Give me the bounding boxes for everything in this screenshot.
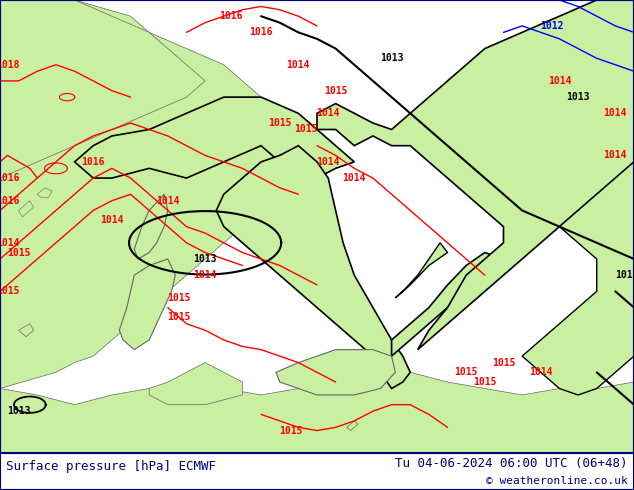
Text: 1016: 1016 [0,196,19,206]
Text: 1015: 1015 [0,286,19,296]
Polygon shape [18,324,34,337]
Text: 1015: 1015 [167,293,191,303]
Text: 1015: 1015 [473,377,496,387]
Text: 1016: 1016 [249,27,273,37]
Polygon shape [134,194,168,259]
Text: Tu 04-06-2024 06:00 UTC (06+48): Tu 04-06-2024 06:00 UTC (06+48) [395,457,628,470]
Text: 1015: 1015 [324,86,347,96]
Text: 1014: 1014 [316,157,340,167]
Text: 1016: 1016 [82,157,105,167]
Text: 1014: 1014 [529,368,552,377]
Polygon shape [317,0,634,350]
Text: 1014: 1014 [156,196,179,206]
Text: 1015: 1015 [294,124,318,134]
Text: 1014: 1014 [316,108,340,118]
Text: 1016: 1016 [219,11,243,21]
Text: 1014: 1014 [548,76,571,86]
Polygon shape [522,162,634,395]
Polygon shape [75,97,354,194]
Text: 1014: 1014 [100,215,124,225]
Text: 1015: 1015 [492,358,515,368]
Polygon shape [37,188,52,197]
Text: 1013: 1013 [615,270,634,280]
Polygon shape [392,252,503,356]
Polygon shape [276,350,396,395]
Polygon shape [0,372,634,453]
Polygon shape [216,146,410,389]
Text: 1013: 1013 [193,254,217,264]
Text: 1013: 1013 [7,406,30,416]
Text: Surface pressure [hPa] ECMWF: Surface pressure [hPa] ECMWF [6,460,216,473]
Polygon shape [149,363,242,405]
Text: 1013: 1013 [566,92,590,102]
Text: 1014: 1014 [604,150,627,160]
Text: 1014: 1014 [342,173,366,183]
Polygon shape [119,259,175,350]
Text: 1015: 1015 [7,247,30,258]
Text: 1015: 1015 [455,368,478,377]
Text: 1013: 1013 [380,53,403,63]
Text: 1016: 1016 [0,173,19,183]
Text: 1015: 1015 [167,312,191,322]
Text: 1014: 1014 [287,60,310,70]
Text: 1014: 1014 [0,238,19,248]
Polygon shape [347,421,358,431]
Text: 1015: 1015 [268,118,292,128]
Polygon shape [396,243,448,298]
Text: © weatheronline.co.uk: © weatheronline.co.uk [486,476,628,486]
Polygon shape [0,0,205,194]
Text: 1014: 1014 [604,108,627,118]
Text: 1018: 1018 [0,60,19,70]
Polygon shape [0,0,317,389]
Text: 1012: 1012 [540,21,564,31]
Polygon shape [18,201,34,217]
Text: 1015: 1015 [279,426,302,436]
Text: 1014: 1014 [193,270,217,280]
